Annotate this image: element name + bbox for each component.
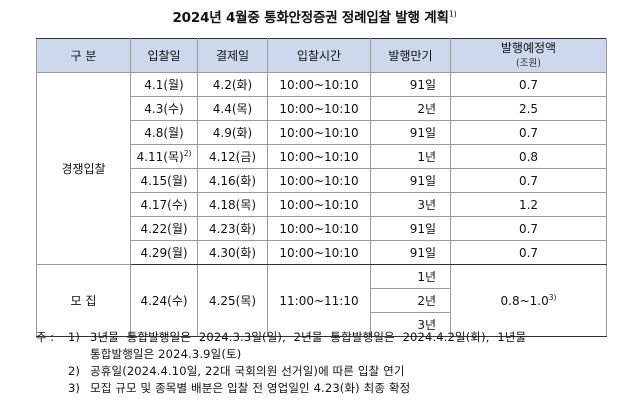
bid-date-cell: 4.24(수) xyxy=(130,264,198,337)
settle-date-cell: 4.18(목) xyxy=(197,192,268,217)
bid-time-cell: 10:00~10:10 xyxy=(267,240,371,265)
note-item: 2) 공휴일(2024.4.10일, 22대 국회의원 선거일)에 따른 입찰 … xyxy=(36,363,616,380)
maturity-cell: 1년 xyxy=(370,264,451,289)
maturity-cell: 91일 xyxy=(370,72,451,97)
maturity-cell: 91일 xyxy=(370,216,451,241)
bid-date-cell: 4.29(월) xyxy=(130,240,198,265)
settle-date-cell: 4.12(금) xyxy=(197,144,268,169)
maturity-cell: 3년 xyxy=(370,192,451,217)
note-text: 통합발행일은 2024.3.9일(토) xyxy=(90,347,242,361)
bid-time-cell: 10:00~10:10 xyxy=(267,192,371,217)
settle-date-cell: 4.23(화) xyxy=(197,216,268,241)
footnotes: 주 : 1) 3년물 통합발행일은 2024.3.3일(일), 2년물 통합발행… xyxy=(36,329,616,397)
bid-time-cell: 10:00~10:10 xyxy=(267,120,371,145)
table-row: 경쟁입찰 4.1(월) 4.2(화) 10:00~10:10 91일 0.7 xyxy=(36,72,607,265)
bid-time-cell: 10:00~10:10 xyxy=(267,72,371,97)
notes-lead: 주 : xyxy=(36,330,55,344)
amount-cell: 2.5 xyxy=(450,96,607,121)
header-maturity: 발행만기 xyxy=(370,38,451,73)
note-number: 1) xyxy=(68,330,80,344)
title-text: 2024년 4월중 통화안정증권 정례입찰 발행 계획 xyxy=(172,10,449,26)
bid-date-cell: 4.3(수) xyxy=(130,96,198,121)
offering-label: 모 집 xyxy=(36,264,131,337)
bid-date-text: 4.11(목) xyxy=(136,150,184,164)
bid-time-cell: 10:00~10:10 xyxy=(267,216,371,241)
note-number: 3) xyxy=(68,381,80,395)
maturity-cell: 2년 xyxy=(370,288,451,313)
maturity-cell: 91일 xyxy=(370,240,451,265)
settle-date-cell: 4.30(화) xyxy=(197,240,268,265)
settle-date-cell: 4.16(화) xyxy=(197,168,268,193)
bid-date-cell: 4.22(월) xyxy=(130,216,198,241)
header-amount: 발행예정액 (조원) xyxy=(450,38,607,73)
bid-time-cell: 10:00~10:10 xyxy=(267,144,371,169)
bid-time-cell: 10:00~10:10 xyxy=(267,168,371,193)
amount-cell: 1.2 xyxy=(450,192,607,217)
amount-cell: 0.7 xyxy=(450,72,607,97)
table-row: 2년 xyxy=(37,288,607,313)
table-header-row: 구 분 입찰일 결제일 입찰시간 발행만기 발행예정액 (조원) xyxy=(36,38,607,73)
amount-text: 0.8~1.0 xyxy=(500,294,549,308)
settle-date-cell: 4.25(목) xyxy=(197,264,268,337)
maturity-cell: 2년 xyxy=(370,96,451,121)
header-bid-date: 입찰일 xyxy=(130,38,198,73)
amount-cell: 0.7 xyxy=(450,216,607,241)
settle-date-cell: 4.2(화) xyxy=(197,72,268,97)
amount-cell: 0.8 xyxy=(450,144,607,169)
header-category: 구 분 xyxy=(36,38,131,73)
table-row: 모 집 4.24(수) 4.25(목) 11:00~11:10 1년 0.8~1… xyxy=(36,264,607,337)
maturity-cell: 1년 xyxy=(370,144,451,169)
bid-date-footnote: 2) xyxy=(183,149,192,158)
note-item-continuation: 통합발행일은 2024.3.9일(토) xyxy=(36,346,616,363)
bid-date-cell: 4.17(수) xyxy=(130,192,198,217)
maturity-cell: 91일 xyxy=(370,168,451,193)
maturity-cell: 3년 xyxy=(370,312,451,337)
header-amount-label: 발행예정액 xyxy=(500,40,557,55)
bid-time-cell: 10:00~10:10 xyxy=(267,96,371,121)
header-settle-date: 결제일 xyxy=(197,38,268,73)
settle-date-cell: 4.4(목) xyxy=(197,96,268,121)
page-title: 2024년 4월중 통화안정증권 정례입찰 발행 계획1) xyxy=(0,6,629,27)
bid-date-cell: 4.15(월) xyxy=(130,168,198,193)
table-row: 4.17(수) 4.18(목) 10:00~10:10 3년 1.2 xyxy=(37,192,607,217)
table-row: 4.11(목)2) 4.12(금) 10:00~10:10 1년 0.8 xyxy=(37,144,607,169)
bid-date-cell: 4.8(월) xyxy=(130,120,198,145)
note-number: 2) xyxy=(68,364,80,378)
issuance-schedule-table: 구 분 입찰일 결제일 입찰시간 발행만기 발행예정액 (조원) 경쟁입찰 4.… xyxy=(36,38,607,337)
maturity-cell: 91일 xyxy=(370,120,451,145)
settle-date-cell: 4.9(화) xyxy=(197,120,268,145)
note-text: 모집 규모 및 종목별 배분은 입찰 전 영업일인 4.23(화) 최종 확정 xyxy=(90,381,411,395)
title-footnote: 1) xyxy=(448,9,457,19)
amount-cell: 0.7 xyxy=(450,120,607,145)
note-text: 공휴일(2024.4.10일, 22대 국회의원 선거일)에 따른 입찰 연기 xyxy=(90,364,405,378)
amount-footnote: 3) xyxy=(548,293,557,302)
amount-cell: 0.7 xyxy=(450,240,607,265)
header-bid-time: 입찰시간 xyxy=(267,38,371,73)
table-row: 4.3(수) 4.4(목) 10:00~10:10 2년 2.5 xyxy=(37,96,607,121)
competitive-label: 경쟁입찰 xyxy=(36,72,131,265)
note-item: 주 : 1) 3년물 통합발행일은 2024.3.3일(일), 2년물 통합발행… xyxy=(36,329,616,346)
amount-cell: 0.8~1.03) xyxy=(450,264,607,337)
bid-time-cell: 11:00~11:10 xyxy=(267,264,371,337)
bid-date-cell: 4.1(월) xyxy=(130,72,198,97)
amount-cell: 0.7 xyxy=(450,168,607,193)
note-item: 3) 모집 규모 및 종목별 배분은 입찰 전 영업일인 4.23(화) 최종 … xyxy=(36,380,616,397)
header-amount-unit: (조원) xyxy=(516,57,541,69)
note-text: 3년물 통합발행일은 2024.3.3일(일), 2년물 통합발행일은 2024… xyxy=(90,330,527,344)
bid-date-cell: 4.11(목)2) xyxy=(130,144,198,169)
table-row: 3년 xyxy=(37,312,607,337)
table-row: 4.8(월) 4.9(화) 10:00~10:10 91일 0.7 xyxy=(37,120,607,145)
